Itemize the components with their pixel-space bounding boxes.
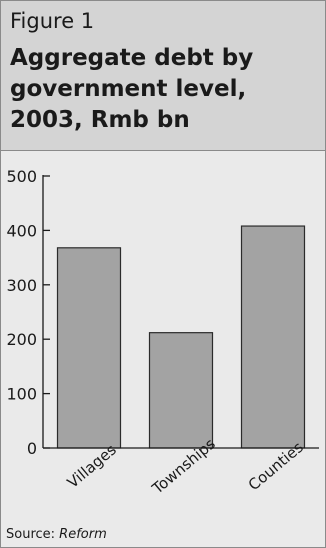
source-prefix: Source: [6,527,60,542]
y-tick-label-400: 400 [6,221,37,240]
y-tick-label-100: 100 [6,385,37,404]
chart-title: Aggregate debt by government level, 2003… [10,45,254,133]
y-tick-label-300: 300 [6,276,37,295]
y-tick-label-0: 0 [27,439,37,458]
bar-townships [148,332,214,449]
source-note: Source: Reform [6,526,107,544]
chart-header: Figure 1 Aggregate debt by government le… [1,1,325,151]
bar-counties [240,225,306,449]
y-tick-label-200: 200 [6,330,37,349]
bar-chart: Villages Townships Counties010020030040050… [6,167,319,498]
figure-label: Figure 1 [10,9,95,33]
y-tick-label-500: 500 [6,167,37,186]
source-name: Reform [59,527,107,542]
bar-villages [56,247,122,449]
